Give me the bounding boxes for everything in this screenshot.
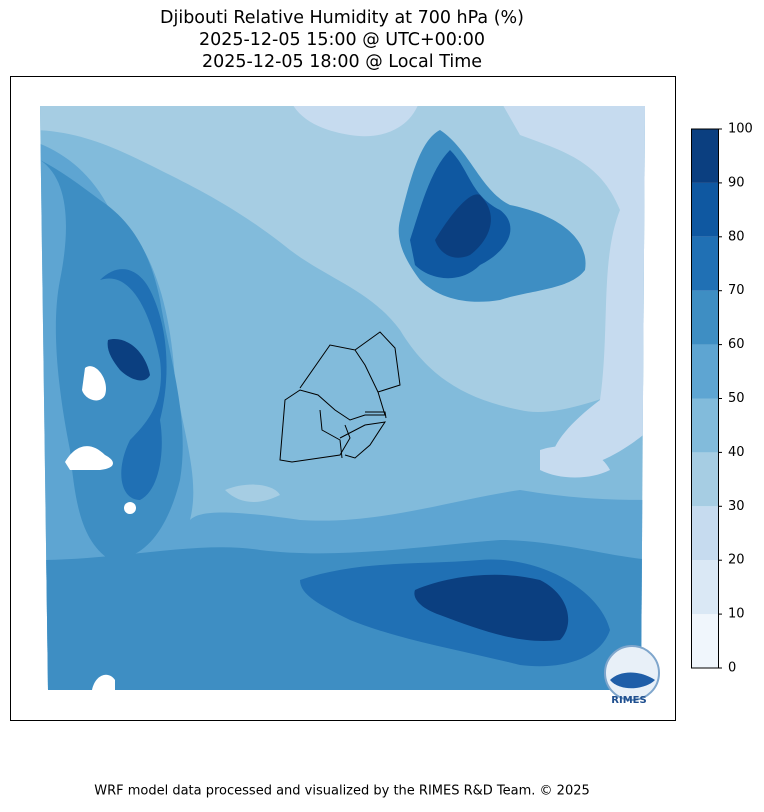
colorbar-tick-label: 10 xyxy=(728,607,745,622)
colorbar-tick-label: 0 xyxy=(728,661,736,676)
rimes-logo: RIMES xyxy=(604,645,660,706)
colorbar: 0 10 20 30 40 50 60 70 80 90 100 xyxy=(691,122,753,676)
colorbar-segment xyxy=(691,452,718,507)
title-line: 2025-12-05 15:00 @ UTC+00:00 xyxy=(199,30,485,50)
colorbar-segment xyxy=(691,182,718,237)
footer: WRF model data processed and visualized … xyxy=(94,784,590,799)
colorbar-tick-label: 70 xyxy=(728,283,745,298)
colorbar-tick-label: 90 xyxy=(728,175,745,190)
djibouti-borders xyxy=(279,331,401,463)
colorbar-segment xyxy=(691,506,718,561)
humidity-field xyxy=(40,106,645,690)
colorbar-tick-label: 30 xyxy=(728,499,745,514)
colorbar-tick-label: 60 xyxy=(728,337,745,352)
colorbar-segment xyxy=(691,398,718,453)
colorbar-tick-label: 50 xyxy=(728,391,745,406)
title-line: 2025-12-05 18:00 @ Local Time xyxy=(202,52,482,72)
colorbar-tick-label: 20 xyxy=(728,553,745,568)
colorbar-segment xyxy=(691,560,718,615)
colorbar-segment xyxy=(691,344,718,399)
colorbar-segment xyxy=(691,129,718,183)
colorbar-segment xyxy=(691,290,718,345)
colorbar-segment xyxy=(691,236,718,291)
colorbar-tick-label: 80 xyxy=(728,229,745,244)
colorbar-tick-label: 100 xyxy=(728,122,753,137)
title-line: Djibouti Relative Humidity at 700 hPa (%… xyxy=(160,8,524,28)
colorbar-segment xyxy=(691,614,718,668)
colorbar-tick-label: 40 xyxy=(728,445,745,460)
map-frame xyxy=(10,76,676,721)
logo-label: RIMES xyxy=(611,695,646,706)
